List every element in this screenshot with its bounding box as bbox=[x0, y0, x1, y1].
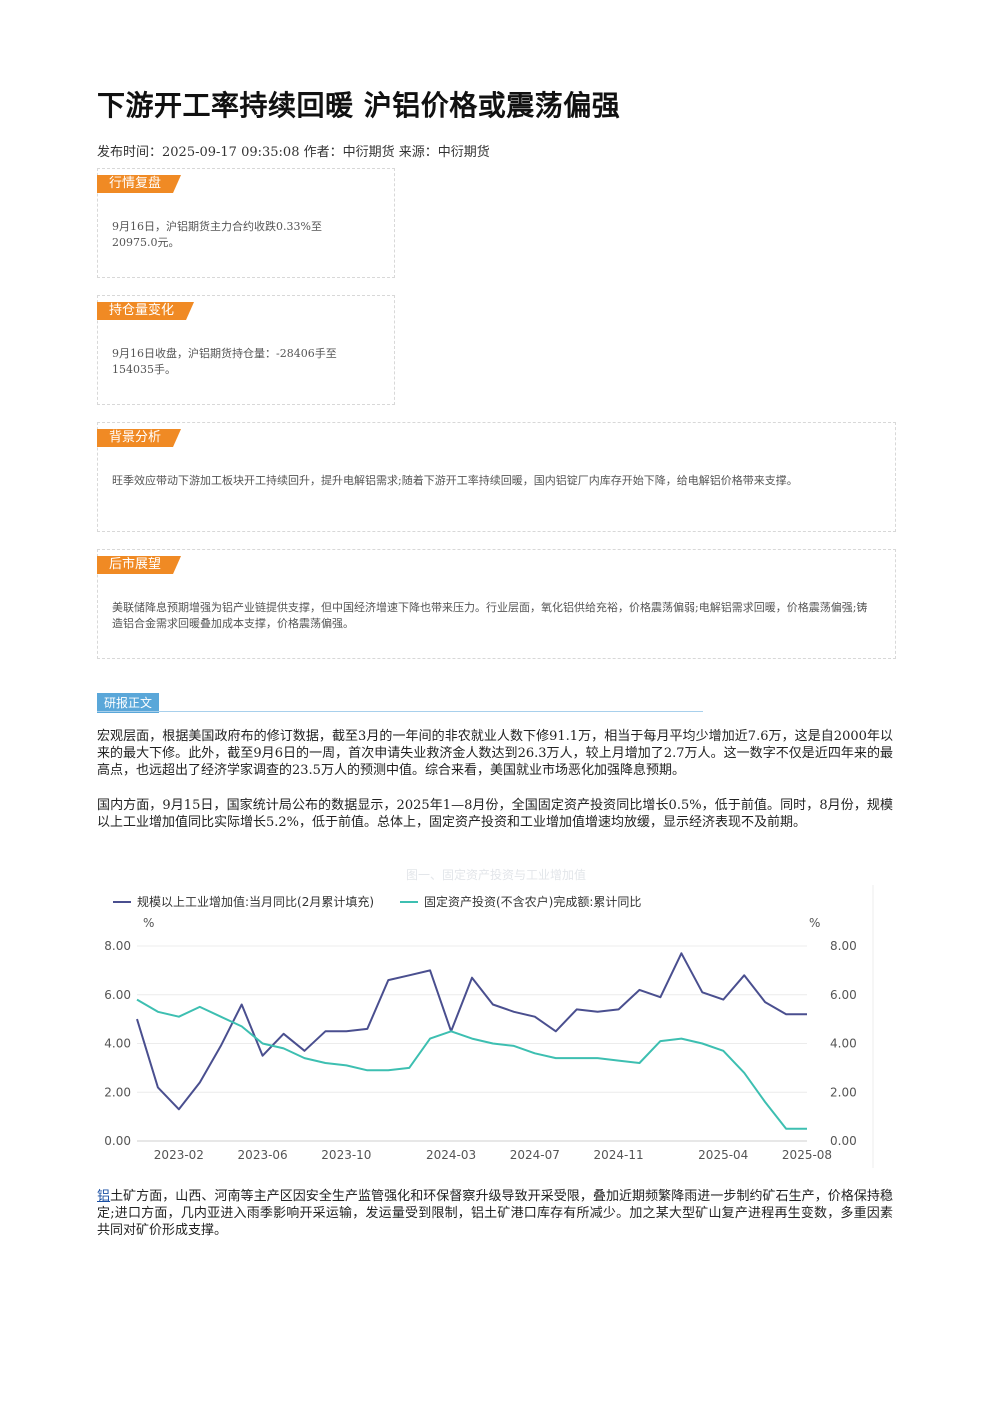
y-unit-left: % bbox=[143, 916, 154, 930]
paragraph-bauxite: 铝土矿方面，山西、河南等主产区因安全生产监管强化和环保督察升级导致开采受限，叠加… bbox=[97, 1188, 893, 1239]
y-tick-label-left: 4.00 bbox=[104, 1037, 131, 1051]
y-tick-label-right: 2.00 bbox=[830, 1085, 857, 1099]
y-tick-label-left: 2.00 bbox=[104, 1085, 131, 1099]
y-tick-label-right: 4.00 bbox=[830, 1037, 857, 1051]
x-tick-label: 2025-08 bbox=[782, 1148, 832, 1162]
legend-label: 规模以上工业增加值:当月同比(2月累计填充) bbox=[137, 894, 374, 909]
report-header: 研报正文 bbox=[97, 693, 703, 715]
section-text: 美联储降息预期增强为铝产业链提供支撑，但中国经济增速下降也带来压力。行业层面，氧… bbox=[112, 601, 868, 630]
y-tick-label-right: 6.00 bbox=[830, 988, 857, 1002]
line-chart: 0.00 0.00 2.00 2.00 4.00 4.00 6.00 6.00 8.00 8.00… bbox=[104, 885, 874, 1168]
y-unit-right: % bbox=[809, 916, 820, 930]
x-tick-label: 2024-07 bbox=[510, 1148, 560, 1162]
section-outlook: 后市展望 美联储降息预期增强为铝产业链提供支撑，但中国经济增速下降也带来压力。行… bbox=[97, 549, 896, 659]
x-tick-label: 2025-04 bbox=[698, 1148, 748, 1162]
y-tick-label-left: 8.00 bbox=[104, 939, 131, 953]
section-tag: 持仓量变化 bbox=[97, 302, 194, 320]
y-tick-label-right: 8.00 bbox=[830, 939, 857, 953]
legend-label: 固定资产投资(不含农户)完成额:累计同比 bbox=[424, 894, 641, 909]
x-tick-label: 2023-06 bbox=[238, 1148, 288, 1162]
x-tick-label: 2024-11 bbox=[593, 1148, 643, 1162]
x-tick-label: 2023-10 bbox=[321, 1148, 371, 1162]
paragraph-macro: 宏观层面，根据美国政府布的修订数据，截至3月的一年间的非农就业人数下修91.1万… bbox=[97, 729, 893, 778]
section-text: 旺季效应带动下游加工板块开工持续回升，提升电解铝需求;随着下游开工率持续回暖，国… bbox=[112, 474, 798, 487]
y-tick-label-left: 6.00 bbox=[104, 988, 131, 1002]
article-meta: 发布时间：2025-09-17 09:35:08 作者：中衍期货 来源：中衍期货 bbox=[97, 145, 490, 160]
section-position-change: 持仓量变化 9月16日收盘，沪铝期货持仓量：-28406手至154035手。 bbox=[97, 295, 395, 405]
x-tick-label: 2023-02 bbox=[154, 1148, 204, 1162]
section-text: 9月16日收盘，沪铝期货持仓量：-28406手至154035手。 bbox=[112, 347, 337, 376]
section-tag: 行情复盘 bbox=[97, 175, 181, 193]
paragraph-domestic: 国内方面，9月15日，国家统计局公布的数据显示，2025年1—8月份，全国固定资… bbox=[97, 798, 893, 830]
series-line-industrial bbox=[136, 952, 807, 1111]
y-tick-label-right: 0.00 bbox=[830, 1134, 857, 1148]
section-text: 9月16日，沪铝期货主力合约收跌0.33%至20975.0元。 bbox=[112, 220, 322, 249]
chart-title: 图一、固定资产投资与工业增加值 bbox=[405, 868, 586, 882]
article-title: 下游开工率持续回暖 沪铝价格或震荡偏强 bbox=[97, 89, 621, 122]
section-tag: 后市展望 bbox=[97, 556, 181, 574]
aluminum-link[interactable]: 铝 bbox=[97, 1189, 111, 1204]
series-line-fixed-investment bbox=[136, 998, 807, 1130]
section-background: 背景分析 旺季效应带动下游加工板块开工持续回升，提升电解铝需求;随着下游开工率持… bbox=[97, 422, 896, 532]
section-market-review: 行情复盘 9月16日，沪铝期货主力合约收跌0.33%至20975.0元。 bbox=[97, 168, 395, 278]
y-tick-label-left: 0.00 bbox=[104, 1134, 131, 1148]
section-tag: 背景分析 bbox=[97, 429, 181, 447]
report-divider bbox=[97, 711, 703, 712]
paragraph-bauxite-text: 土矿方面，山西、河南等主产区因安全生产监管强化和环保督察升级导致开采受限，叠加近… bbox=[97, 1189, 893, 1238]
x-tick-label: 2024-03 bbox=[426, 1148, 476, 1162]
report-label: 研报正文 bbox=[97, 693, 159, 713]
